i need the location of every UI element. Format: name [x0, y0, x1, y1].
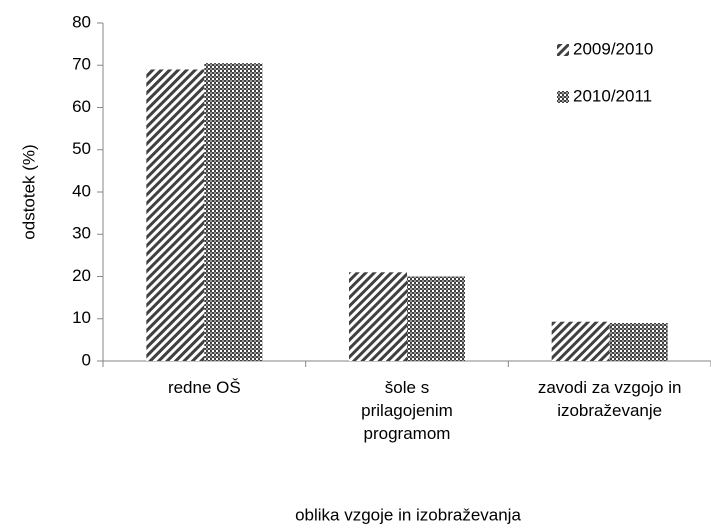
y-tick-label: 30 — [72, 224, 91, 243]
y-tick-label: 60 — [72, 97, 91, 116]
y-tick-label: 10 — [72, 308, 91, 327]
x-axis-title: oblika vzgoje in izobraževanja — [295, 505, 521, 524]
bar — [407, 276, 465, 361]
y-tick-label: 20 — [72, 266, 91, 285]
y-axis-title: odstotek (%) — [19, 144, 38, 239]
bar — [146, 69, 205, 361]
y-tick-label: 40 — [72, 181, 91, 200]
legend-label: 2010/2011 — [573, 86, 652, 105]
bar — [609, 322, 668, 361]
legend-swatch — [557, 91, 569, 103]
legend-swatch — [557, 44, 569, 56]
y-tick-label: 80 — [72, 12, 91, 31]
legend-label: 2009/2010 — [573, 39, 653, 58]
x-tick-label: redne OŠ — [167, 378, 241, 397]
x-tick-label: zavodi za vzgojo in izobraževanje — [537, 378, 682, 420]
x-tick-label: šole s prilagojenim programom — [361, 378, 453, 443]
bar — [551, 321, 610, 361]
y-tick-label: 50 — [72, 139, 91, 158]
y-tick-label: 0 — [82, 350, 91, 369]
bar — [349, 272, 407, 361]
y-tick-label: 70 — [72, 55, 91, 74]
bar — [204, 63, 263, 361]
